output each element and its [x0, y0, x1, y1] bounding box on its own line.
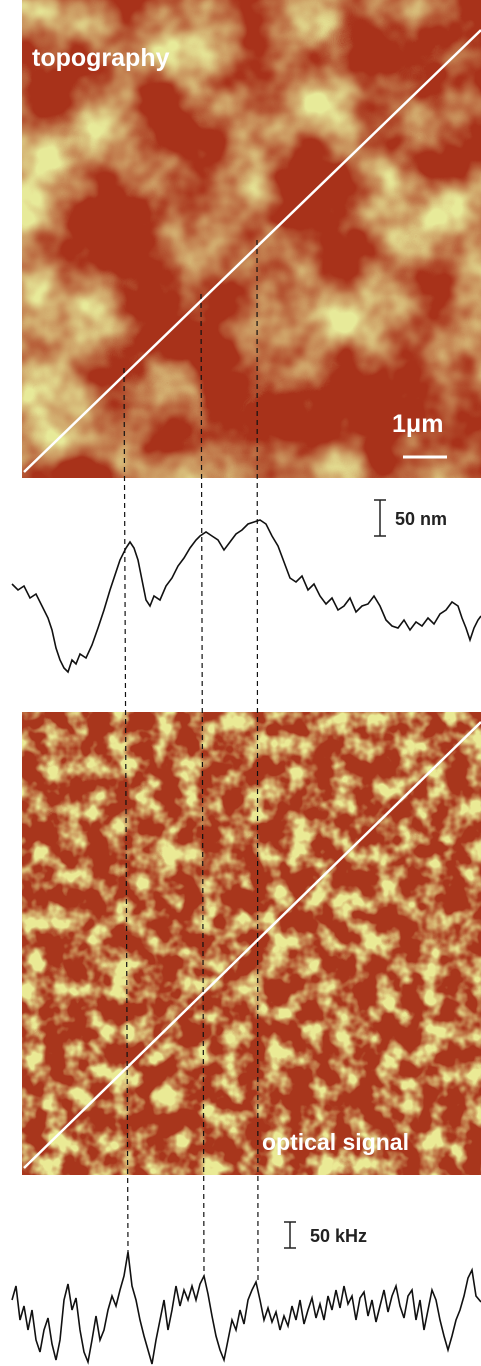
optical-image [22, 712, 481, 1175]
height-profile [11, 519, 481, 674]
topography-label: topography [32, 44, 170, 72]
topography-image [22, 0, 481, 478]
scale-bar-label: 1μm [392, 410, 443, 438]
optical-label: optical signal [262, 1129, 409, 1155]
frequency-scale-label: 50 kHz [310, 1226, 367, 1246]
optical-profile [11, 1251, 481, 1365]
height-scale-label: 50 nm [395, 509, 447, 529]
connector-lines [123, 239, 259, 1283]
